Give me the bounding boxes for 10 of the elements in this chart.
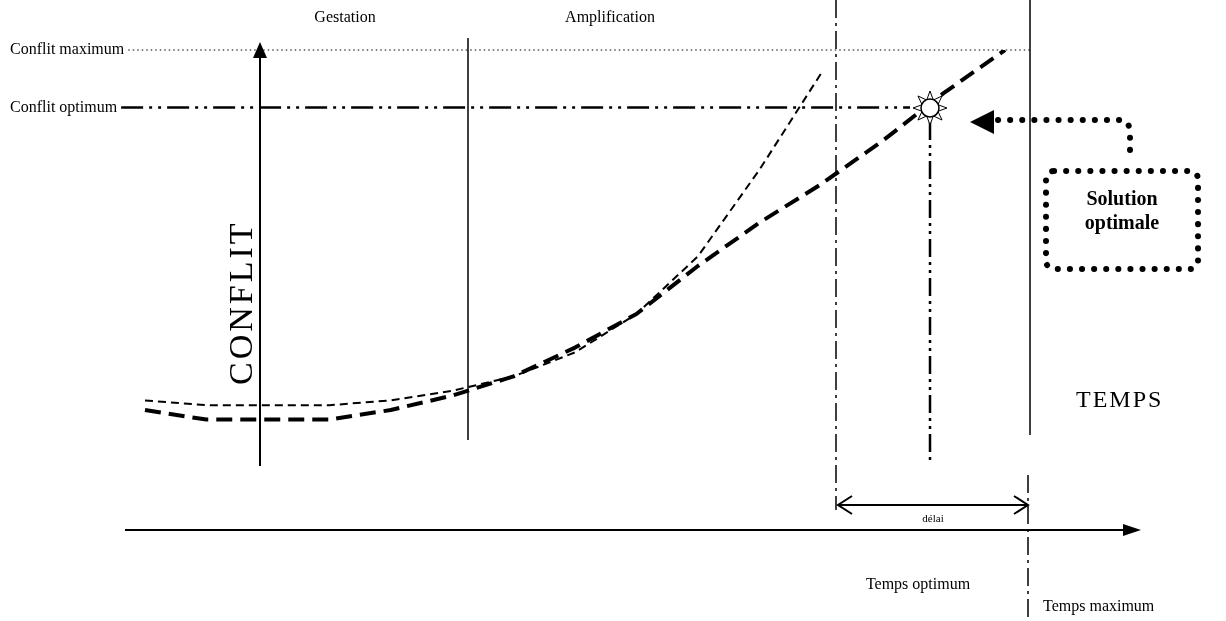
text: Temps maximum [1043, 597, 1155, 615]
text: Temps optimum [865, 575, 971, 593]
x-axis-title: TEMPS [1076, 386, 1164, 413]
ref-line-label: Conflit optimum [10, 97, 118, 116]
y-axis-title: CONFLIT [222, 220, 260, 385]
ref-line-label: Conflit maximum [10, 40, 125, 58]
text: Gestation [314, 8, 376, 26]
text: Amplification [565, 8, 655, 26]
annotation: délai [922, 512, 944, 524]
text: Solution optimale [1083, 186, 1161, 234]
